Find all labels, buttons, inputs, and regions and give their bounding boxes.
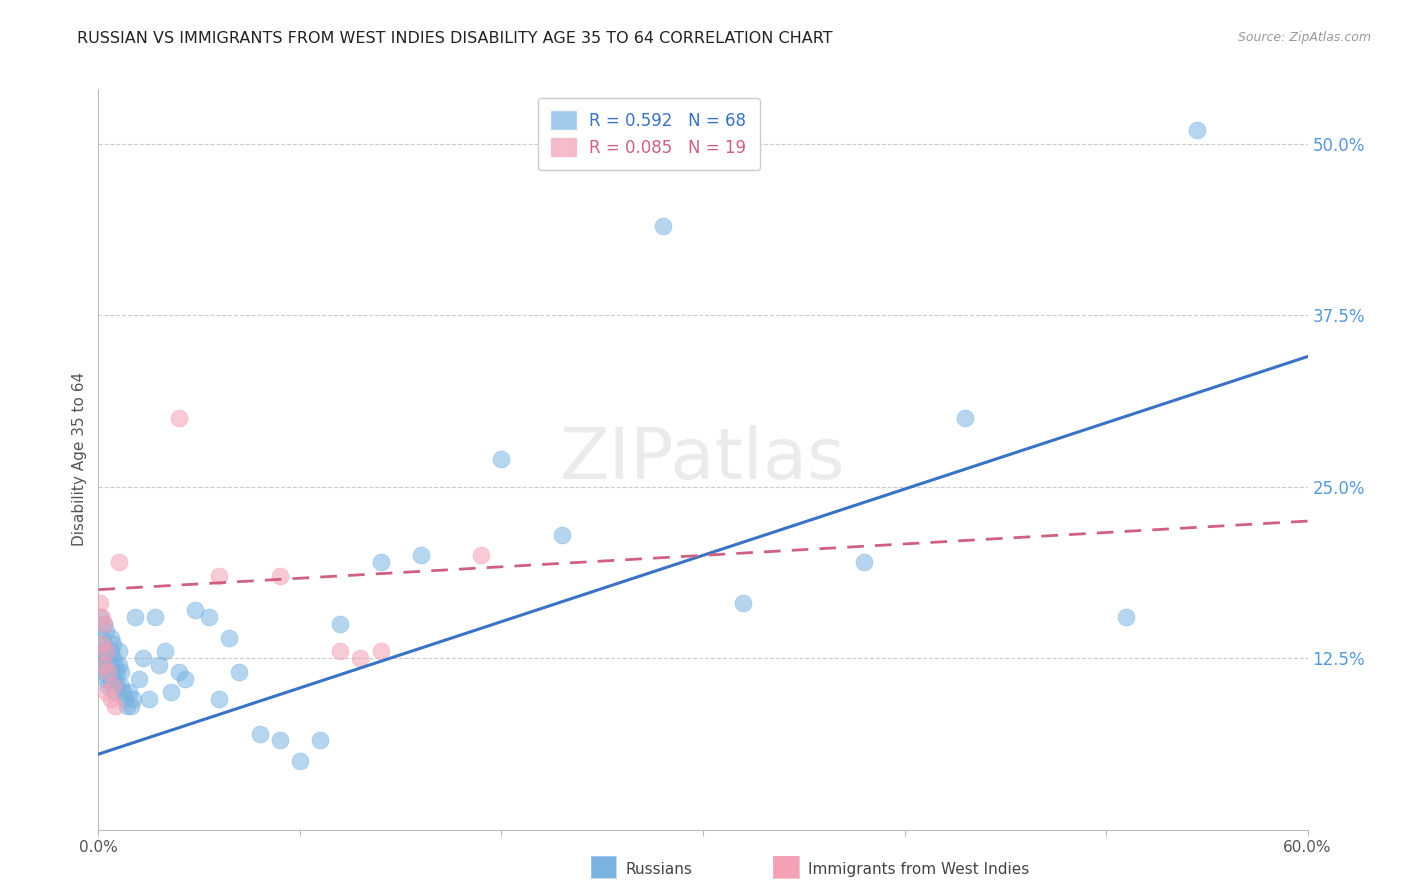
Point xyxy=(97,651,120,665)
Point xyxy=(105,679,128,693)
Point xyxy=(409,549,432,563)
Point xyxy=(208,569,231,583)
Point xyxy=(953,411,976,425)
Point xyxy=(97,665,120,679)
Point xyxy=(491,452,513,467)
Point xyxy=(733,596,755,610)
Text: Immigrants from West Indies: Immigrants from West Indies xyxy=(808,863,1029,877)
Point xyxy=(101,637,124,651)
Point xyxy=(100,644,122,658)
Text: ZIPatlas: ZIPatlas xyxy=(560,425,846,494)
Point xyxy=(96,644,118,658)
Point xyxy=(107,555,129,569)
Point xyxy=(551,528,574,542)
Point xyxy=(96,624,118,638)
Point xyxy=(160,685,183,699)
Point xyxy=(651,219,673,234)
Point xyxy=(110,665,132,679)
Point xyxy=(228,665,250,679)
Point xyxy=(93,665,115,679)
Point xyxy=(100,672,122,686)
Point xyxy=(103,658,125,673)
Point xyxy=(288,754,311,768)
Point xyxy=(114,692,136,706)
Point xyxy=(120,699,142,714)
Point xyxy=(269,569,291,583)
Point xyxy=(100,692,122,706)
Point xyxy=(101,651,124,665)
Point xyxy=(96,644,118,658)
Point xyxy=(96,672,118,686)
Point xyxy=(349,651,371,665)
Point xyxy=(329,644,352,658)
Point xyxy=(96,658,118,673)
Point xyxy=(853,555,876,569)
Point xyxy=(103,685,125,699)
Point xyxy=(218,631,240,645)
Point xyxy=(208,692,231,706)
Point xyxy=(100,631,122,645)
Point xyxy=(1115,610,1137,624)
Point xyxy=(184,603,207,617)
Point xyxy=(105,665,128,679)
Point xyxy=(143,610,166,624)
Point xyxy=(115,699,138,714)
Point xyxy=(110,679,132,693)
Point xyxy=(167,665,190,679)
Point xyxy=(100,658,122,673)
Point xyxy=(153,644,176,658)
Point xyxy=(91,637,114,651)
Point xyxy=(96,685,118,699)
Point xyxy=(1185,123,1208,137)
Point xyxy=(124,610,146,624)
Point xyxy=(89,610,111,624)
Point xyxy=(93,616,115,631)
Point xyxy=(309,733,332,747)
Text: Russians: Russians xyxy=(626,863,693,877)
Point xyxy=(107,644,129,658)
Point xyxy=(97,679,120,693)
Point xyxy=(167,411,190,425)
Point xyxy=(103,699,125,714)
Point xyxy=(101,679,124,693)
Point xyxy=(198,610,221,624)
Point xyxy=(93,616,115,631)
Point xyxy=(93,637,115,651)
Point xyxy=(174,672,197,686)
Point xyxy=(111,685,134,699)
Point xyxy=(91,610,114,624)
Point xyxy=(89,596,111,610)
Point xyxy=(121,692,143,706)
Point xyxy=(370,555,392,569)
Point xyxy=(91,658,114,673)
Legend: R = 0.592   N = 68, R = 0.085   N = 19: R = 0.592 N = 68, R = 0.085 N = 19 xyxy=(537,97,759,169)
Point xyxy=(91,631,114,645)
Point xyxy=(269,733,291,747)
Point xyxy=(148,658,170,673)
Text: RUSSIAN VS IMMIGRANTS FROM WEST INDIES DISABILITY AGE 35 TO 64 CORRELATION CHART: RUSSIAN VS IMMIGRANTS FROM WEST INDIES D… xyxy=(77,31,832,46)
Point xyxy=(370,644,392,658)
Point xyxy=(101,665,124,679)
Point xyxy=(132,651,155,665)
Point xyxy=(101,679,124,693)
Point xyxy=(97,665,120,679)
Point xyxy=(329,616,352,631)
Text: Source: ZipAtlas.com: Source: ZipAtlas.com xyxy=(1237,31,1371,45)
Point xyxy=(103,672,125,686)
Point xyxy=(107,658,129,673)
Point xyxy=(93,651,115,665)
Point xyxy=(118,685,141,699)
Y-axis label: Disability Age 35 to 64: Disability Age 35 to 64 xyxy=(72,372,87,547)
Point xyxy=(249,726,271,740)
Point xyxy=(128,672,150,686)
Point xyxy=(91,644,114,658)
Point xyxy=(138,692,160,706)
Point xyxy=(470,549,492,563)
Point xyxy=(93,658,115,673)
